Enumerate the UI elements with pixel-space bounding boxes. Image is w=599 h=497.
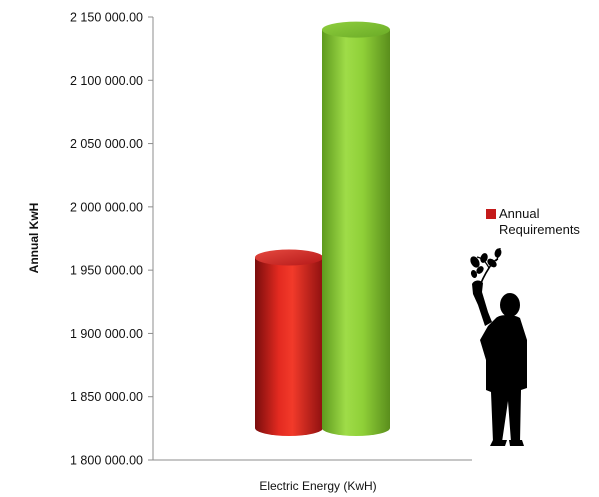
y-tick-label: 1 850 000.00 xyxy=(70,390,143,404)
y-tick-label: 1 800 000.00 xyxy=(70,454,143,468)
bar-top-cap xyxy=(322,21,390,38)
y-tick-label: 2 000 000.00 xyxy=(70,200,143,214)
bars xyxy=(255,21,390,437)
y-tick-label: 2 100 000.00 xyxy=(70,74,143,88)
legend-swatch xyxy=(486,209,496,219)
bar-body xyxy=(322,29,390,437)
y-tick-label: 1 900 000.00 xyxy=(70,327,143,341)
legend: Annual Requirements xyxy=(486,206,596,238)
x-axis-title: Electric Energy (KwH) xyxy=(259,479,376,493)
y-axis-title: Annual KwH xyxy=(27,203,41,274)
bar-top-cap xyxy=(255,249,323,266)
person-holding-plant-silhouette-icon xyxy=(470,247,527,446)
legend-label-line2: Requirements xyxy=(499,222,580,237)
bar-cylinder xyxy=(322,21,390,437)
bar-cylinder xyxy=(255,249,323,436)
y-ticks: 1 800 000.00 1 850 000.00 1 900 000.00 1 95… xyxy=(70,11,153,468)
legend-label-line1: Annual xyxy=(499,206,540,221)
y-tick-label: 1 950 000.00 xyxy=(70,264,143,278)
y-tick-label: 2 050 000.00 xyxy=(70,137,143,151)
y-tick-label: 2 150 000.00 xyxy=(70,11,143,25)
bar-body xyxy=(255,257,323,436)
